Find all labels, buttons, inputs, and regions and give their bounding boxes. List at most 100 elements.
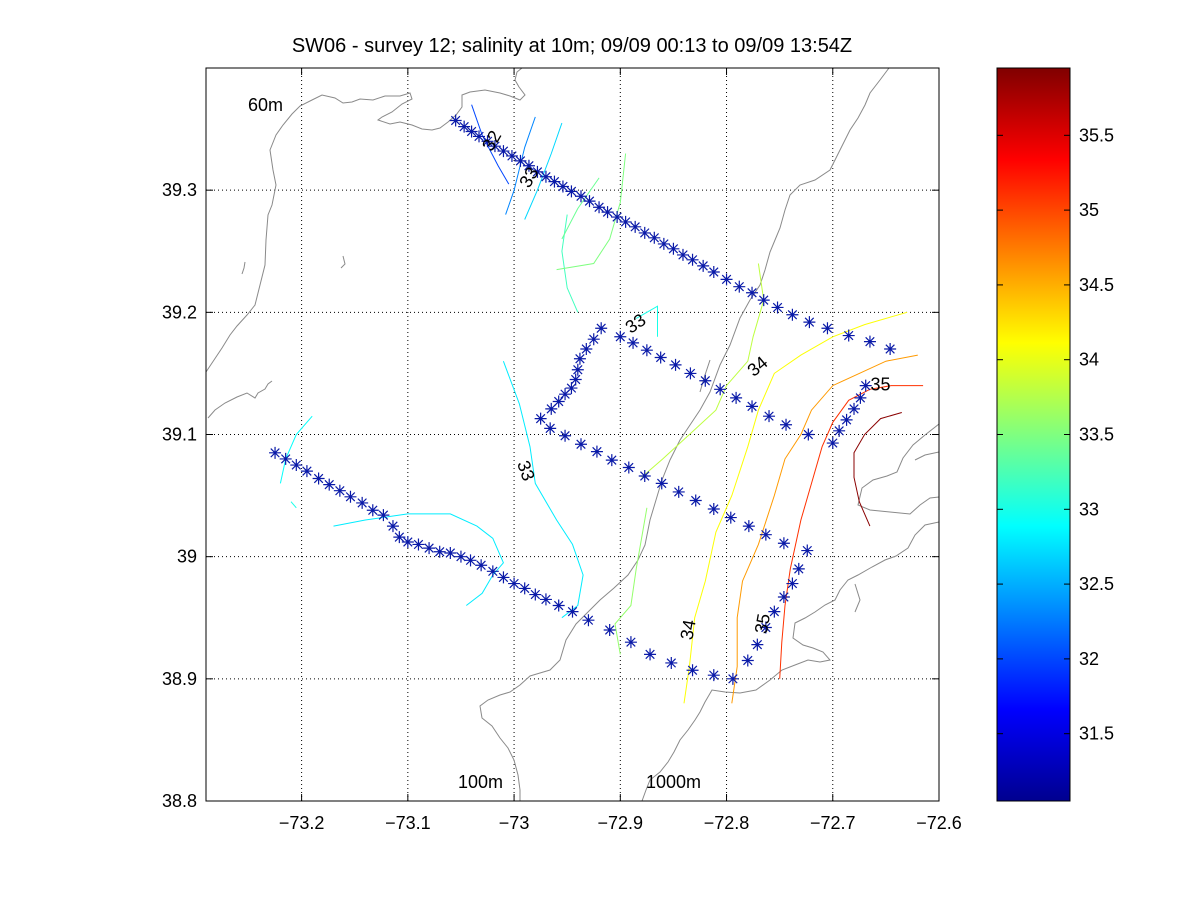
station-marker — [746, 286, 759, 299]
isobath-1000m — [641, 423, 939, 801]
y-tick-label: 38.8 — [162, 791, 197, 811]
y-tick-label: 39.1 — [162, 425, 197, 445]
station-marker — [714, 383, 727, 396]
station-marker — [545, 402, 558, 415]
salinity-contour — [641, 263, 765, 478]
station-marker — [580, 342, 593, 355]
station-marker — [529, 588, 542, 601]
station-marker — [559, 429, 572, 442]
annotation-1000m: 1000m — [646, 772, 701, 792]
contour-label: 35 — [751, 612, 774, 635]
isobath-small-b — [241, 261, 246, 275]
isobath-1000m-c — [854, 583, 861, 613]
x-tick-label: −72.6 — [916, 813, 962, 833]
station-marker — [603, 623, 616, 636]
station-marker — [458, 120, 471, 133]
station-marker — [518, 582, 531, 595]
x-tick-label: −73 — [499, 813, 530, 833]
station-marker — [475, 559, 488, 572]
salinity-contour — [524, 122, 563, 220]
station-marker — [854, 391, 867, 404]
station-marker — [595, 322, 608, 335]
colorbar-tick-label: 32 — [1079, 649, 1099, 669]
colorbar-tick-label: 34 — [1079, 350, 1099, 370]
station-marker — [859, 379, 872, 392]
salinity-contour — [290, 501, 297, 509]
y-tick-label: 39 — [177, 547, 197, 567]
station-marker — [401, 536, 414, 549]
station-marker — [686, 253, 699, 266]
y-tick-label: 38.9 — [162, 669, 197, 689]
station-marker — [759, 528, 772, 541]
station-marker — [801, 544, 814, 557]
station-marker — [565, 185, 578, 198]
station-marker — [707, 266, 720, 279]
station-marker — [574, 190, 587, 203]
station-marker — [629, 220, 642, 233]
station-marker — [768, 605, 781, 618]
station-marker — [644, 648, 657, 661]
station-marker — [848, 402, 861, 415]
station-marker — [574, 438, 587, 451]
station-marker — [556, 180, 569, 193]
salinity-contour — [333, 513, 504, 606]
station-marker — [622, 461, 635, 474]
station-marker — [786, 308, 799, 321]
salinity-contour — [779, 385, 924, 679]
station-marker — [863, 335, 876, 348]
station-marker — [497, 571, 510, 584]
station-marker — [640, 344, 653, 357]
station-marker — [777, 590, 790, 603]
station-marker — [601, 206, 614, 219]
station-marker — [614, 330, 627, 343]
station-markers — [269, 114, 897, 685]
colorbar — [996, 67, 1071, 802]
salinity-contour — [614, 507, 648, 655]
station-marker — [464, 554, 477, 567]
station-marker — [565, 382, 578, 395]
station-marker — [377, 509, 390, 522]
station-marker — [802, 428, 815, 441]
station-marker — [552, 599, 565, 612]
colorbar-tick-label: 35.5 — [1079, 125, 1114, 145]
isobath-100m — [479, 68, 890, 801]
station-marker — [697, 259, 710, 272]
salinity-contour — [731, 354, 918, 704]
station-marker — [648, 231, 661, 244]
salinity-contour — [502, 361, 584, 619]
station-marker — [840, 413, 853, 426]
station-marker — [454, 550, 467, 563]
station-marker — [587, 333, 600, 346]
station-marker — [531, 165, 544, 178]
station-marker — [627, 336, 640, 349]
y-tick-label: 39.2 — [162, 302, 197, 322]
station-marker — [539, 170, 552, 183]
station-marker — [386, 520, 399, 533]
station-marker — [481, 135, 494, 148]
station-marker — [707, 503, 720, 516]
station-marker — [544, 422, 557, 435]
salinity-contour — [853, 412, 902, 527]
x-tick-label: −73.2 — [279, 813, 325, 833]
station-marker — [508, 577, 521, 590]
station-marker — [569, 373, 582, 386]
station-marker — [290, 459, 303, 472]
station-marker — [473, 130, 486, 143]
station-marker — [771, 301, 784, 314]
annotation-60m: 60m — [248, 95, 283, 115]
station-marker — [657, 237, 670, 250]
station-marker — [842, 329, 855, 342]
isobath-1000m-b — [914, 451, 939, 461]
station-marker — [726, 672, 739, 685]
station-marker — [583, 195, 596, 208]
station-marker — [684, 367, 697, 380]
isobath-small-a — [207, 380, 273, 419]
depth-annotations: 60m 100m 1000m — [248, 95, 701, 792]
chart-title: SW06 - survey 12; salinity at 10m; 09/09… — [292, 35, 852, 57]
station-marker — [573, 352, 586, 365]
station-marker — [593, 201, 606, 214]
annotation-100m: 100m — [458, 772, 503, 792]
station-marker — [833, 424, 846, 437]
station-marker — [559, 388, 572, 401]
